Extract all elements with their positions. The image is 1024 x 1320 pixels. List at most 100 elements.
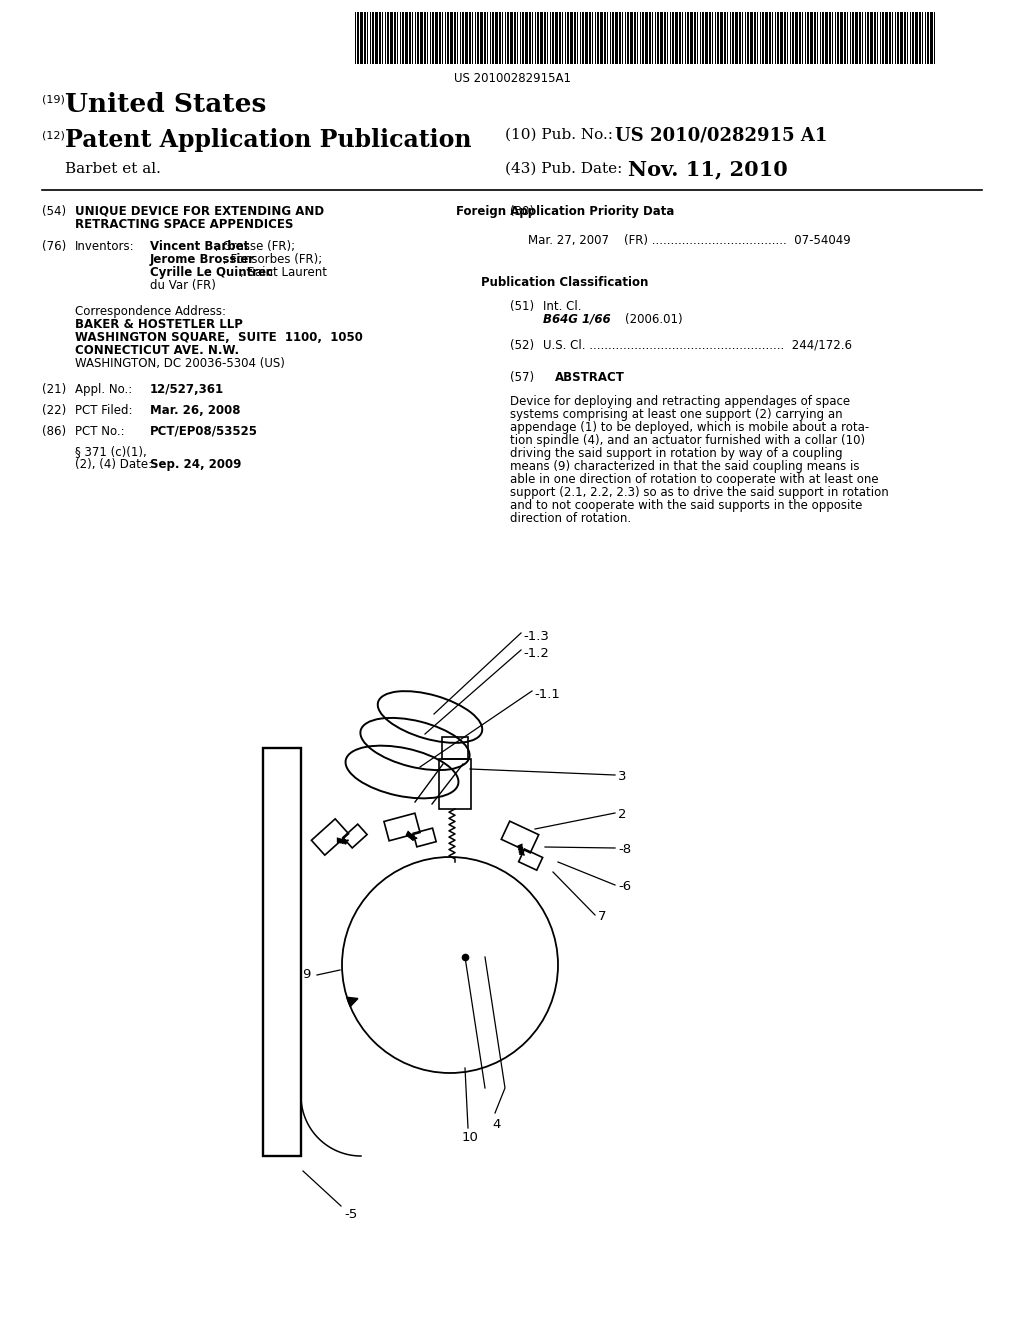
Text: Jerome Brossier: Jerome Brossier — [150, 253, 255, 267]
Bar — [795, 12, 798, 63]
Text: direction of rotation.: direction of rotation. — [510, 512, 631, 525]
Text: B64G 1/66: B64G 1/66 — [543, 313, 610, 326]
Bar — [435, 12, 438, 63]
Text: (2006.01): (2006.01) — [625, 313, 683, 326]
Bar — [574, 12, 575, 63]
Bar — [784, 12, 786, 63]
Bar — [462, 12, 464, 63]
Text: means (9) characterized in that the said coupling means is: means (9) characterized in that the said… — [510, 459, 859, 473]
Bar — [672, 12, 674, 63]
Bar — [510, 12, 513, 63]
Text: Vincent Barbet: Vincent Barbet — [150, 240, 249, 253]
Bar — [705, 12, 708, 63]
Bar — [570, 12, 573, 63]
Bar — [394, 12, 396, 63]
Text: 4: 4 — [492, 1118, 501, 1131]
Text: Foreign Application Priority Data: Foreign Application Priority Data — [456, 205, 674, 218]
Text: systems comprising at least one support (2) carrying an: systems comprising at least one support … — [510, 408, 843, 421]
Bar — [746, 12, 749, 63]
Bar — [409, 12, 411, 63]
Bar — [642, 12, 644, 63]
Bar — [540, 12, 543, 63]
Text: Patent Application Publication: Patent Application Publication — [65, 128, 471, 152]
Text: , Saint Laurent: , Saint Laurent — [240, 267, 327, 279]
Bar — [754, 12, 756, 63]
Bar — [664, 12, 666, 63]
Text: 10: 10 — [462, 1131, 479, 1144]
Bar — [694, 12, 696, 63]
Text: (12): (12) — [42, 129, 65, 140]
Text: US 2010/0282915 A1: US 2010/0282915 A1 — [615, 127, 827, 145]
Bar — [777, 12, 779, 63]
Bar — [469, 12, 471, 63]
Text: Appl. No.:: Appl. No.: — [75, 383, 132, 396]
Text: (43) Pub. Date:: (43) Pub. Date: — [505, 162, 623, 176]
Bar — [930, 12, 933, 63]
Bar — [604, 12, 606, 63]
Bar — [709, 12, 711, 63]
Text: (52): (52) — [510, 339, 535, 352]
Text: -6: -6 — [618, 880, 631, 894]
Bar — [263, 748, 301, 1156]
Bar — [387, 12, 389, 63]
Bar — [912, 12, 914, 63]
Bar — [514, 12, 516, 63]
Bar — [690, 12, 693, 63]
Bar — [364, 12, 366, 63]
Bar — [454, 12, 456, 63]
Text: Publication Classification: Publication Classification — [481, 276, 648, 289]
Bar — [484, 12, 486, 63]
Bar — [537, 12, 539, 63]
Text: (76): (76) — [42, 240, 67, 253]
Bar — [627, 12, 629, 63]
Bar — [822, 12, 824, 63]
Text: (30): (30) — [510, 205, 534, 218]
Text: Device for deploying and retracting appendages of space: Device for deploying and retracting appe… — [510, 395, 850, 408]
Bar — [897, 12, 899, 63]
Text: PCT Filed:: PCT Filed: — [75, 404, 132, 417]
Bar — [372, 12, 374, 63]
Text: , Fonsorbes (FR);: , Fonsorbes (FR); — [223, 253, 323, 267]
Text: (10) Pub. No.:: (10) Pub. No.: — [505, 128, 613, 143]
Bar — [447, 12, 449, 63]
Bar — [439, 759, 471, 809]
Bar — [379, 12, 381, 63]
Text: (57): (57) — [510, 371, 535, 384]
Bar — [406, 12, 408, 63]
Bar — [717, 12, 719, 63]
Bar — [867, 12, 869, 63]
Text: Barbet et al.: Barbet et al. — [65, 162, 161, 176]
Bar — [529, 12, 531, 63]
Text: (21): (21) — [42, 383, 67, 396]
Text: appendage (1) to be deployed, which is mobile about a rota-: appendage (1) to be deployed, which is m… — [510, 421, 869, 434]
Text: -1.1: -1.1 — [534, 688, 560, 701]
Bar — [855, 12, 858, 63]
Bar — [597, 12, 599, 63]
Text: tion spindle (4), and an actuator furnished with a collar (10): tion spindle (4), and an actuator furnis… — [510, 434, 865, 446]
Bar — [424, 12, 426, 63]
Bar — [687, 12, 689, 63]
Text: US 20100282915A1: US 20100282915A1 — [454, 73, 570, 84]
Text: (54): (54) — [42, 205, 67, 218]
Bar — [807, 12, 809, 63]
Text: Sep. 24, 2009: Sep. 24, 2009 — [150, 458, 242, 471]
Text: WASHINGTON SQUARE,  SUITE  1100,  1050: WASHINGTON SQUARE, SUITE 1100, 1050 — [75, 331, 362, 345]
Bar — [492, 12, 494, 63]
Bar — [657, 12, 659, 63]
Bar — [420, 12, 423, 63]
Text: 3: 3 — [618, 770, 627, 783]
Bar — [765, 12, 768, 63]
Text: (22): (22) — [42, 404, 67, 417]
Text: United States: United States — [65, 92, 266, 117]
Polygon shape — [347, 997, 358, 1007]
Bar — [477, 12, 479, 63]
Text: , Grasse (FR);: , Grasse (FR); — [215, 240, 295, 253]
Bar — [630, 12, 633, 63]
Text: Inventors:: Inventors: — [75, 240, 134, 253]
Text: Mar. 26, 2008: Mar. 26, 2008 — [150, 404, 241, 417]
Bar — [885, 12, 888, 63]
Text: BAKER & HOSTETLER LLP: BAKER & HOSTETLER LLP — [75, 318, 243, 331]
Bar — [825, 12, 828, 63]
Bar — [900, 12, 903, 63]
Bar — [724, 12, 726, 63]
